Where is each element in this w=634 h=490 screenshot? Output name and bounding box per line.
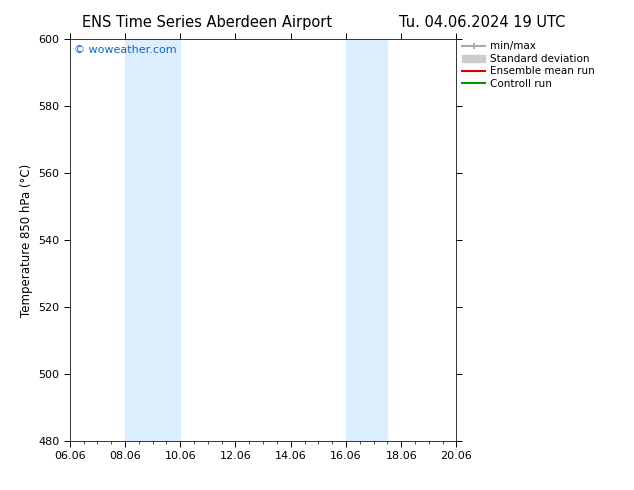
Bar: [125, 39, 180, 441]
Y-axis label: Temperature 850 hPa (°C): Temperature 850 hPa (°C): [20, 164, 32, 317]
Legend: min/max, Standard deviation, Ensemble mean run, Controll run: min/max, Standard deviation, Ensemble me…: [460, 39, 597, 91]
Text: ENS Time Series Aberdeen Airport: ENS Time Series Aberdeen Airport: [82, 15, 333, 30]
Bar: [346, 39, 387, 441]
Text: Tu. 04.06.2024 19 UTC: Tu. 04.06.2024 19 UTC: [399, 15, 566, 30]
Text: © woweather.com: © woweather.com: [74, 45, 176, 55]
